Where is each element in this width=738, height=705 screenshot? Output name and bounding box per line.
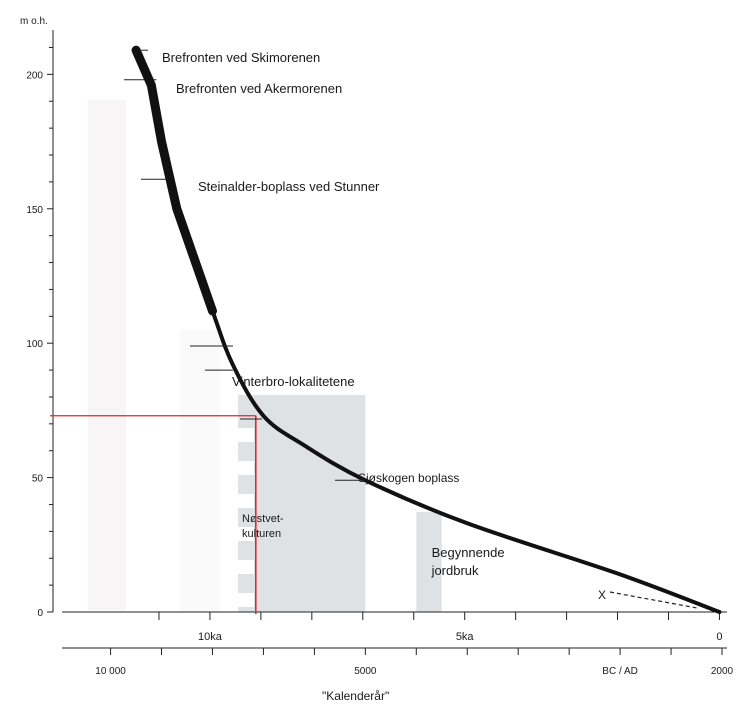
band-notch: [235, 560, 254, 574]
band-notch: [235, 527, 254, 541]
axes: [52, 30, 727, 649]
annotation-label: Brefronten ved Akermorenen: [176, 81, 342, 96]
band-label-nostvet: Nøstvet-: [242, 513, 284, 525]
x-marker-label: X: [598, 588, 606, 602]
calendar-tick-label: BC / AD: [602, 666, 638, 677]
calendar-tick-label: 5000: [354, 666, 377, 677]
band-label-jordbruk: Begynnende: [432, 545, 505, 560]
red-marker: [50, 415, 257, 614]
y-tick-label: 50: [32, 474, 44, 485]
band-notch: [235, 626, 254, 640]
calendar-tick-label: 10 000: [95, 666, 126, 677]
background-column-mid: [180, 330, 220, 612]
y-tick-label: 150: [26, 205, 43, 216]
annotation-label: Sjøskogen boplass: [358, 471, 459, 485]
y-tick-label: 100: [26, 339, 43, 350]
y-tick-label: 200: [26, 70, 43, 81]
band-notch: [235, 461, 254, 475]
ka-tick-label: 10ka: [198, 631, 223, 643]
band-notch: [235, 428, 254, 442]
y-tick-label: 0: [37, 608, 43, 619]
y-unit-label: m o.h.: [20, 16, 48, 27]
x-axis-title: "Kalenderår": [322, 689, 389, 703]
band-label-jordbruk-2: jordbruk: [431, 563, 479, 578]
ka-tick-label: 0: [716, 631, 722, 643]
ka-tick-label: 5ka: [456, 631, 475, 643]
band-label-nostvet-2: kulturen: [242, 528, 281, 540]
x-dashed-line: [609, 591, 698, 609]
shoreline-curve-upper: [131, 45, 217, 316]
annotation-label: Vinterbro-lokalitetene: [232, 374, 355, 389]
period-bands: Nøstvet-kulturen Begynnende jordbruk: [235, 395, 505, 640]
band-0: [237, 395, 366, 612]
annotation-label: Brefronten ved Skimorenen: [162, 50, 320, 65]
annotations: Brefronten ved Skimorenen Brefronten ved …: [124, 49, 459, 485]
band-notch: [235, 593, 254, 607]
band-1: [416, 512, 442, 612]
calendar-ticks: 10 000 5000 BC / AD 2000: [95, 648, 734, 677]
band-notch: [235, 494, 254, 508]
background-column-left: [88, 100, 126, 610]
annotation-label: Steinalder-boplass ved Stunner: [198, 179, 380, 194]
calendar-tick-label: 2000: [711, 666, 734, 677]
y-ticks: 0 50 100 150 200: [26, 47, 53, 619]
